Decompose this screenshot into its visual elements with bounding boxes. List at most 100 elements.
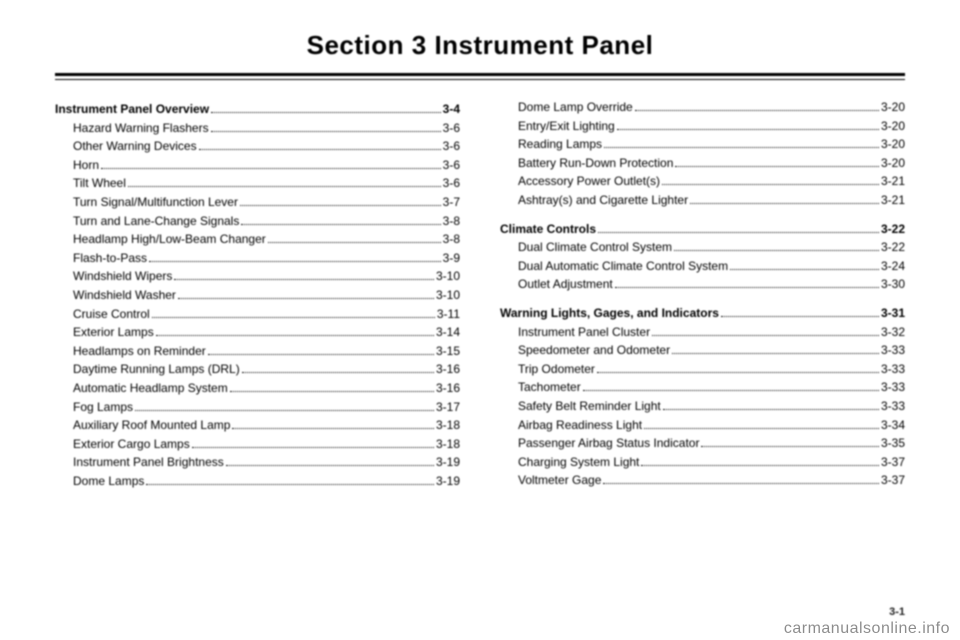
toc-page: 3-6 (443, 137, 460, 156)
toc-label: Cruise Control (73, 305, 150, 324)
toc-label: Flash-to-Pass (73, 249, 147, 268)
toc-page: 3-20 (881, 154, 905, 173)
toc-page: 3-9 (443, 249, 460, 268)
toc-leader (617, 129, 879, 130)
toc-entry: Other Warning Devices3-6 (55, 137, 460, 156)
toc-leader (174, 279, 434, 280)
toc-leader (211, 131, 441, 132)
toc-label: Auxiliary Roof Mounted Lamp (73, 416, 230, 435)
toc-entry: Automatic Headlamp System3-16 (55, 379, 460, 398)
toc-leader (663, 409, 879, 410)
toc-leader (230, 391, 434, 392)
toc-page: 3-37 (881, 453, 905, 472)
toc-label: Turn and Lane-Change Signals (73, 212, 239, 231)
toc-entry: Safety Belt Reminder Light3-33 (500, 397, 905, 416)
toc-entry: Headlamp High/Low-Beam Changer3-8 (55, 230, 460, 249)
toc-page: 3-22 (881, 220, 905, 239)
toc-label: Dual Climate Control System (518, 238, 672, 257)
toc-label: Voltmeter Gage (518, 471, 601, 490)
toc-page: 3-35 (881, 434, 905, 453)
toc-page: 3-20 (881, 135, 905, 154)
toc-page: 3-18 (436, 416, 460, 435)
toc-leader (635, 110, 879, 111)
toc-entry: Hazard Warning Flashers3-6 (55, 119, 460, 138)
toc-entry: Entry/Exit Lighting3-20 (500, 117, 905, 136)
toc-entry: Tachometer3-33 (500, 378, 905, 397)
toc-entry: Flash-to-Pass 3-9 (55, 249, 460, 268)
toc-label: Speedometer and Odometer (518, 341, 670, 360)
toc-leader (662, 184, 879, 185)
toc-leader (675, 166, 879, 167)
toc-heading: Warning Lights, Gages, and Indicators 3-3… (500, 304, 905, 323)
toc-page: 3-17 (436, 398, 460, 417)
toc-page: 3-31 (881, 304, 905, 323)
toc-leader (156, 335, 434, 336)
toc-entry: Horn3-6 (55, 156, 460, 175)
toc-label: Entry/Exit Lighting (518, 117, 615, 136)
toc-page: 3-10 (436, 267, 460, 286)
rule-thick (55, 73, 905, 76)
toc-page: 3-16 (436, 360, 460, 379)
spacer (500, 294, 905, 302)
toc-label: Tachometer (518, 378, 581, 397)
toc-leader (240, 205, 441, 206)
toc-label: Trip Odometer (518, 360, 595, 379)
toc-page: 3-19 (436, 453, 460, 472)
toc-page: 3-10 (436, 286, 460, 305)
toc-page: 3-6 (443, 156, 460, 175)
toc-page: 3-24 (881, 257, 905, 276)
toc-page: 3-21 (881, 191, 905, 210)
toc-entry: Speedometer and Odometer 3-33 (500, 341, 905, 360)
toc-page: 3-14 (436, 323, 460, 342)
toc-leader (603, 483, 879, 484)
toc-entry: Passenger Airbag Status Indicator 3-35 (500, 434, 905, 453)
toc-page: 3-22 (881, 238, 905, 257)
toc-entry: Headlamps on Reminder3-15 (55, 342, 460, 361)
toc-entry: Airbag Readiness Light3-34 (500, 416, 905, 435)
toc-page: 3-34 (881, 416, 905, 435)
toc-label: Passenger Airbag Status Indicator (518, 434, 699, 453)
toc-page: 3-33 (881, 341, 905, 360)
watermark: carmanualsonline.info (784, 620, 950, 638)
toc-leader (701, 446, 879, 447)
toc-entry: Daytime Running Lamps (DRL)3-16 (55, 360, 460, 379)
toc-leader (232, 428, 434, 429)
toc-label: Instrument Panel Overview (55, 100, 209, 119)
toc-label: Accessory Power Outlet(s) (518, 172, 660, 191)
toc-entry: Dual Climate Control System 3-22 (500, 238, 905, 257)
toc-leader (242, 372, 434, 373)
spacer (500, 210, 905, 218)
toc-leader (583, 390, 879, 391)
toc-label: Turn Signal/Multifunction Lever (73, 193, 238, 212)
toc-label: Outlet Adjustment (518, 275, 613, 294)
toc-page: 3-15 (436, 342, 460, 361)
toc-leader (101, 168, 441, 169)
toc-page: 3-33 (881, 360, 905, 379)
toc-label: Ashtray(s) and Cigarette Lighter (518, 191, 688, 210)
toc-leader (721, 316, 879, 317)
toc-label: Windshield Washer (73, 286, 176, 305)
toc-entry: Accessory Power Outlet(s) 3-21 (500, 172, 905, 191)
toc-leader (208, 354, 434, 355)
toc-leader (199, 149, 441, 150)
toc-leader (152, 317, 435, 318)
toc-entry: Battery Run-Down Protection 3-20 (500, 154, 905, 173)
toc-label: Warning Lights, Gages, and Indicators (500, 304, 719, 323)
toc-leader (644, 428, 879, 429)
toc-leader (241, 224, 440, 225)
toc-label: Safety Belt Reminder Light (518, 397, 661, 416)
toc-page: 3-19 (436, 472, 460, 491)
toc-columns: Instrument Panel Overview3-4Hazard Warni… (55, 98, 905, 490)
toc-leader (672, 353, 879, 354)
toc-leader (615, 287, 879, 288)
toc-page: 3-8 (443, 212, 460, 231)
toc-label: Hazard Warning Flashers (73, 119, 209, 138)
toc-entry: Trip Odometer 3-33 (500, 360, 905, 379)
toc-page: 3-30 (881, 275, 905, 294)
toc-label: Battery Run-Down Protection (518, 154, 673, 173)
toc-label: Tilt Wheel (73, 174, 126, 193)
toc-page: 3-21 (881, 172, 905, 191)
toc-page: 3-11 (437, 305, 460, 324)
section-title: Section 3 Instrument Panel (55, 30, 905, 61)
toc-leader (268, 242, 441, 243)
